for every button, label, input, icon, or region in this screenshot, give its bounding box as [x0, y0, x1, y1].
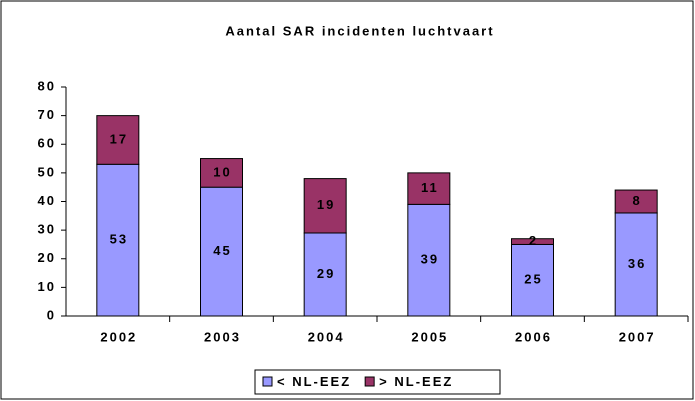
x-tick-label: 2004 — [308, 329, 345, 344]
y-tick-label: 20 — [38, 250, 56, 265]
bar-segment — [407, 172, 451, 205]
data-label: 11 — [421, 180, 439, 195]
x-tick-label: 2003 — [204, 329, 241, 344]
y-tick-label: 10 — [38, 279, 56, 294]
data-label: 36 — [628, 256, 646, 271]
data-label: 25 — [524, 272, 542, 287]
x-tick-label: 2002 — [100, 329, 137, 344]
y-tick-label: 0 — [47, 307, 56, 322]
legend-label: > NL-EEZ — [379, 374, 453, 389]
bar-segment — [511, 243, 554, 317]
y-tick-label: 60 — [38, 136, 56, 151]
bar-segment — [511, 238, 554, 245]
data-label: 53 — [110, 232, 128, 247]
data-label: 8 — [633, 193, 642, 208]
data-label: 10 — [213, 164, 231, 179]
y-tick-label: 30 — [38, 222, 56, 237]
data-label: 45 — [213, 243, 231, 258]
y-tick-label: 50 — [38, 164, 56, 179]
bar-segment — [200, 186, 243, 317]
y-tick-label: 70 — [38, 107, 56, 122]
bar-segment — [200, 158, 243, 188]
bar-segment — [614, 189, 658, 214]
y-tick-label: 40 — [38, 193, 56, 208]
bar-segment — [96, 115, 140, 165]
data-label: 29 — [317, 266, 335, 281]
legend-label: < NL-EEZ — [277, 374, 351, 389]
legend-box — [254, 369, 501, 395]
x-tick-label: 2006 — [515, 329, 552, 344]
legend-swatch — [364, 376, 375, 387]
x-tick-label: 2007 — [619, 329, 656, 344]
bar-segment — [96, 163, 140, 317]
chart-title: Aantal SAR incidenten luchtvaart — [225, 23, 494, 38]
data-label: 2 — [529, 233, 538, 248]
bar-segment — [407, 203, 451, 317]
y-tick-label: 80 — [38, 78, 56, 93]
legend-swatch — [262, 376, 273, 387]
x-tick-label: 2005 — [411, 329, 448, 344]
data-label: 19 — [317, 197, 335, 212]
data-label: 17 — [110, 131, 128, 146]
data-label: 39 — [421, 252, 439, 267]
bar-segment — [303, 178, 347, 234]
